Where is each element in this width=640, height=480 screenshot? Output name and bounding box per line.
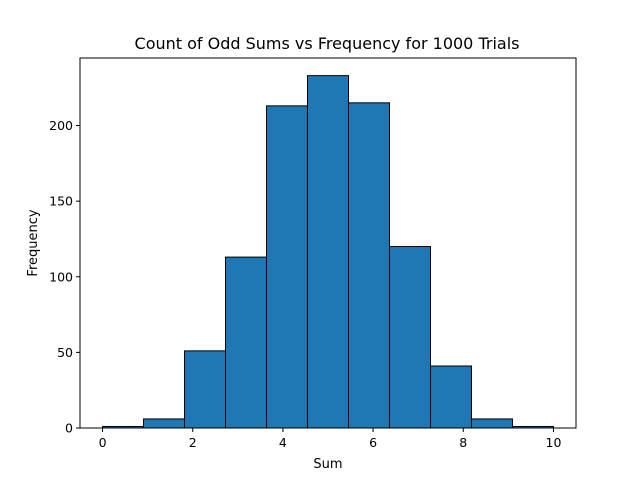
histogram-bar-1 xyxy=(143,418,186,429)
x-axis-label: Sum xyxy=(313,457,342,472)
histogram-bar-5 xyxy=(306,75,350,429)
x-tick-label: 2 xyxy=(189,435,197,450)
y-axis-label: Frequency xyxy=(26,209,41,276)
histogram-bar-2 xyxy=(184,350,227,429)
y-tick-label: 150 xyxy=(49,194,73,209)
x-tick-label: 10 xyxy=(546,435,562,450)
y-tick-label: 50 xyxy=(57,345,73,360)
histogram-bar-3 xyxy=(225,256,267,429)
x-tick-label: 4 xyxy=(279,435,287,450)
plot-frame xyxy=(79,57,577,429)
chart-title: Count of Odd Sums vs Frequency for 1000 … xyxy=(135,34,520,53)
histogram-bar-7 xyxy=(389,246,431,429)
x-tick-label: 8 xyxy=(459,435,467,450)
y-tick-label: 0 xyxy=(65,421,73,436)
histogram-bar-8 xyxy=(429,365,472,429)
x-axis-ticks: 0 2 4 6 8 10 xyxy=(99,428,562,450)
histogram-bar-9 xyxy=(470,418,513,429)
x-tick-label: 6 xyxy=(369,435,377,450)
bars-group xyxy=(102,75,554,429)
y-tick-label: 200 xyxy=(49,118,73,133)
y-tick-label: 100 xyxy=(49,269,73,284)
histogram-bar-6 xyxy=(348,102,391,429)
y-axis-ticks: 0 50 100 150 200 xyxy=(49,118,80,436)
x-tick-label: 0 xyxy=(99,435,107,450)
histogram-bar-4 xyxy=(265,105,308,429)
